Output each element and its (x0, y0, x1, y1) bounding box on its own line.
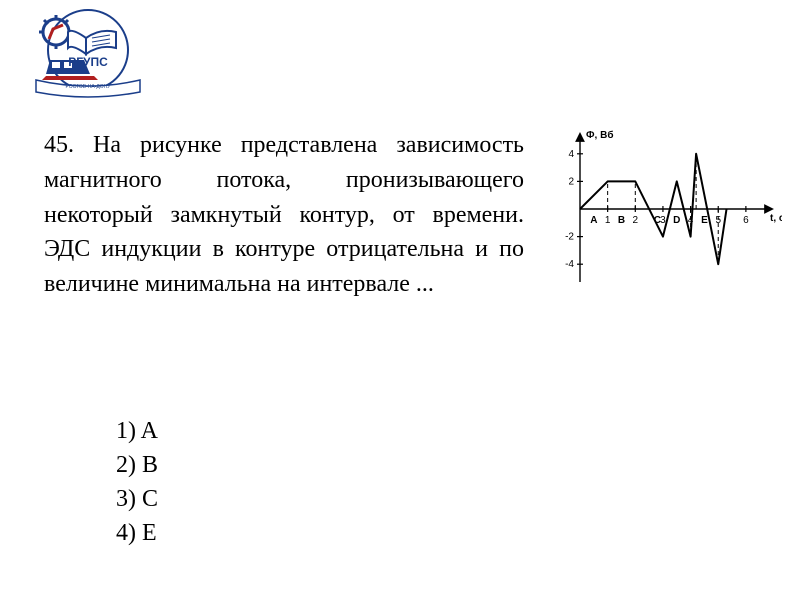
svg-text:E: E (701, 215, 708, 226)
svg-text:2: 2 (633, 215, 639, 226)
question-number: 45. (44, 132, 74, 158)
logo-label: РГУПС (68, 55, 108, 69)
logo-small-label: РОСТОВ-НА-ДОНУ (66, 84, 112, 90)
svg-text:A: A (590, 215, 597, 226)
question-text: 45. На рисунке представлена зависимость … (44, 128, 524, 302)
svg-text:B: B (618, 215, 625, 226)
svg-text:t, с: t, с (770, 213, 782, 224)
svg-text:6: 6 (743, 215, 749, 226)
svg-text:D: D (673, 215, 680, 226)
answer-option: 1) A (116, 414, 158, 448)
answer-options: 1) A 2) B 3) C 4) E (116, 414, 158, 550)
logo-svg: РГУПС РОСТОВ-НА-ДОНУ (28, 8, 148, 98)
chart-svg: Ф, Вбt, с-4-224123456ABCDE (552, 124, 782, 294)
page: РГУПС РОСТОВ-НА-ДОНУ 45. На рисунке пред… (0, 0, 800, 600)
svg-text:C: C (654, 215, 661, 226)
logo: РГУПС РОСТОВ-НА-ДОНУ (28, 8, 148, 98)
svg-text:2: 2 (568, 176, 574, 187)
question-body: На рисунке представлена зависимость магн… (44, 132, 524, 297)
flux-chart: Ф, Вбt, с-4-224123456ABCDE (552, 124, 782, 294)
svg-text:1: 1 (605, 215, 611, 226)
answer-option: 3) C (116, 482, 158, 516)
svg-text:4: 4 (568, 149, 574, 160)
answer-option: 4) E (116, 516, 158, 550)
svg-text:-4: -4 (565, 259, 574, 270)
svg-text:-2: -2 (565, 232, 574, 243)
svg-text:Ф, Вб: Ф, Вб (586, 129, 614, 141)
answer-option: 2) B (116, 448, 158, 482)
